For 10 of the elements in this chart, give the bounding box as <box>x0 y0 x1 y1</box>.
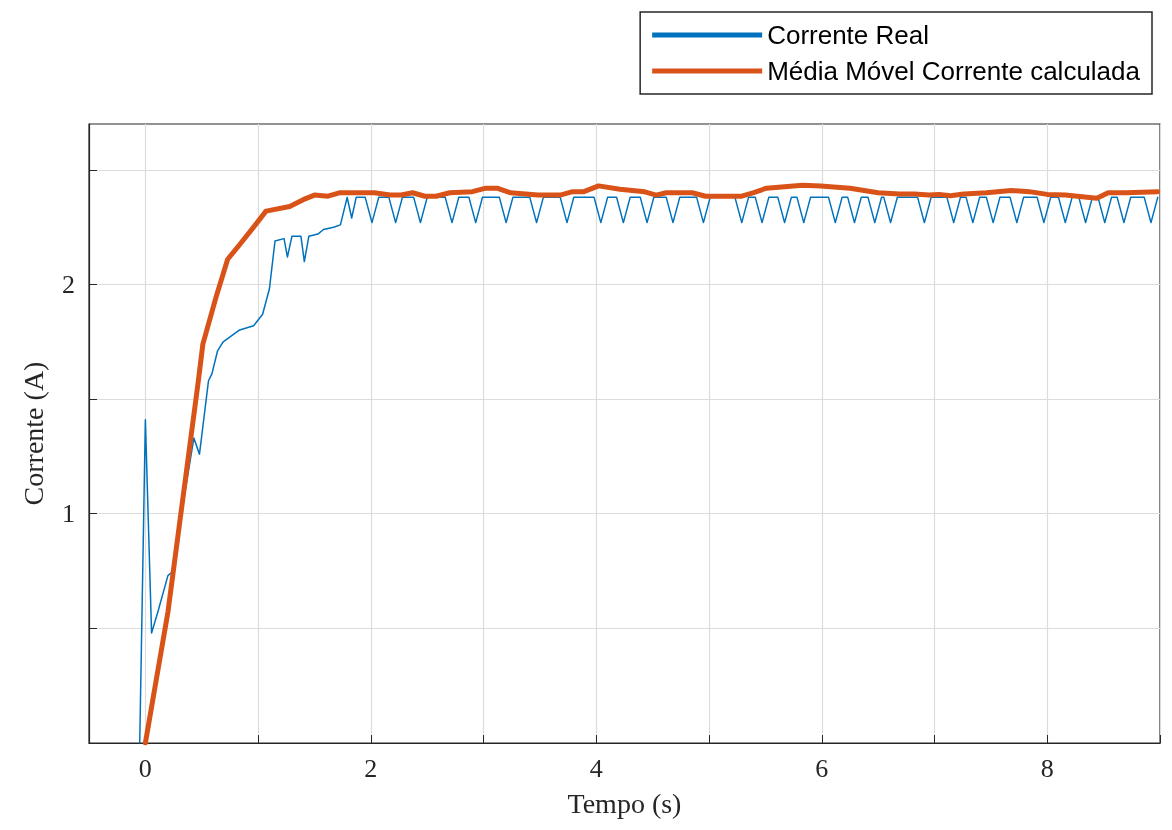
x-axis-title: Tempo (s) <box>567 787 682 819</box>
y-axis-title: Corrente (A) <box>17 361 49 506</box>
x-tick-label: 4 <box>589 753 603 783</box>
x-tick-label: 2 <box>364 753 378 783</box>
y-tick-label: 1 <box>62 499 75 529</box>
x-tick-label: 0 <box>138 753 152 783</box>
legend-label: Corrente Real <box>767 20 930 50</box>
x-tick-label: 8 <box>1040 753 1054 783</box>
x-tick-label: 6 <box>815 753 829 783</box>
legend-label: Média Móvel Corrente calculada <box>767 56 1141 86</box>
